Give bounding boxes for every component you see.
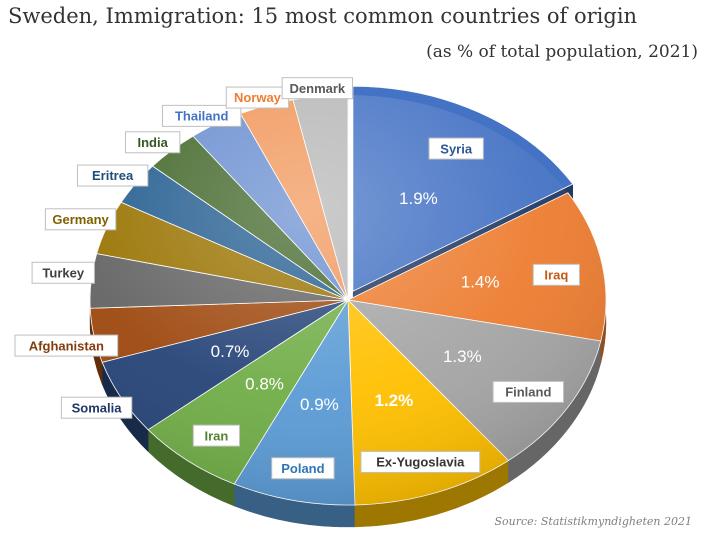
svg-text:Turkey: Turkey: [42, 265, 84, 280]
value-label-iran: 0.8%: [245, 374, 284, 393]
source-note: Source: Statistikmyndigheten 2021: [494, 515, 692, 528]
category-label-denmark: Denmark: [281, 77, 354, 100]
category-label-syria: Syria: [428, 137, 484, 160]
category-label-iran: Iran: [192, 424, 241, 447]
category-label-iraq: Iraq: [532, 263, 580, 286]
value-label-finland: 1.3%: [443, 347, 482, 366]
category-label-germany: Germany: [44, 208, 117, 231]
chart-subtitle: (as % of total population, 2021): [426, 42, 698, 62]
value-label-syria: 1.9%: [399, 189, 438, 208]
category-label-eritrea: Eritrea: [76, 164, 149, 187]
category-label-somalia: Somalia: [60, 396, 133, 419]
svg-text:Somalia: Somalia: [72, 400, 123, 415]
category-label-finland: Finland: [492, 380, 565, 403]
svg-text:Ex-Yugoslavia: Ex-Yugoslavia: [376, 455, 465, 470]
svg-text:Syria: Syria: [440, 141, 473, 156]
value-label-somalia: 0.7%: [211, 342, 250, 361]
category-label-india: India: [125, 131, 181, 154]
svg-text:Iran: Iran: [204, 428, 228, 443]
chart-title: Sweden, Immigration: 15 most common coun…: [8, 4, 638, 28]
svg-text:Iraq: Iraq: [544, 267, 568, 282]
svg-text:Poland: Poland: [281, 461, 324, 476]
value-label-iraq: 1.4%: [461, 272, 500, 291]
value-labels: 1.9% 1.4% 1.3% 1.2% 0.9% 0.8% 0.7%: [211, 189, 500, 414]
category-label-norway: Norway: [225, 86, 290, 109]
svg-text:Denmark: Denmark: [290, 81, 346, 96]
svg-text:Germany: Germany: [52, 212, 109, 227]
svg-text:Norway: Norway: [234, 90, 282, 105]
svg-text:Thailand: Thailand: [175, 109, 229, 124]
category-label-afghanistan: Afghanistan: [14, 334, 119, 357]
value-label-poland: 0.9%: [300, 395, 339, 414]
category-label-turkey: Turkey: [31, 261, 95, 284]
category-label-ex-yugoslavia: Ex-Yugoslavia: [360, 450, 481, 473]
category-labels: Syria Iraq Finland Ex-Yugoslavia Poland Iran S…: [14, 77, 580, 480]
svg-text:Eritrea: Eritrea: [92, 168, 134, 183]
category-label-poland: Poland: [271, 457, 335, 480]
value-label-ex-yugoslavia: 1.2%: [375, 391, 414, 410]
svg-text:India: India: [137, 135, 168, 150]
svg-text:Finland: Finland: [505, 385, 551, 400]
svg-text:Afghanistan: Afghanistan: [29, 338, 104, 353]
category-label-thailand: Thailand: [161, 104, 242, 127]
